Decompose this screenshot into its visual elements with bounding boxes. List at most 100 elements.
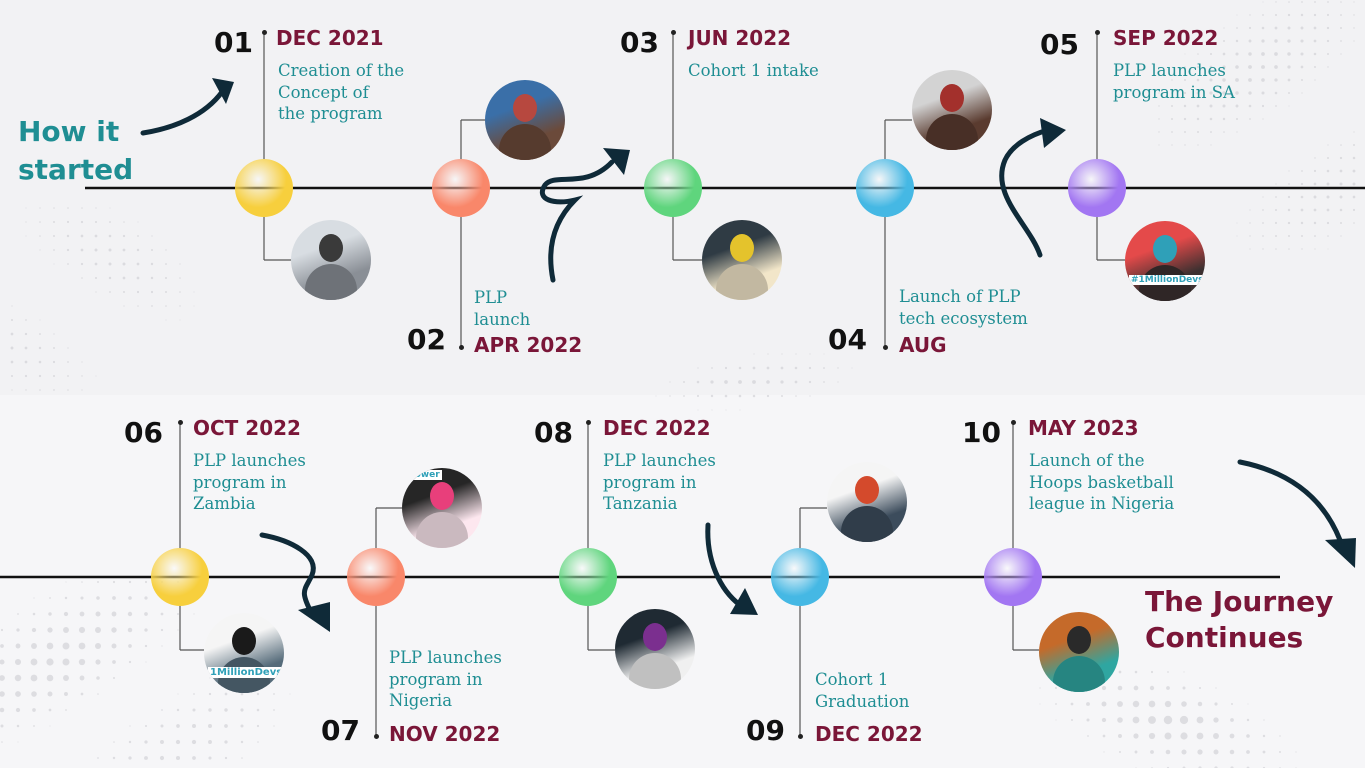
- person-head-shape: [643, 623, 667, 651]
- description-line: Graduation: [815, 691, 910, 711]
- photo-banner-text: Power: [406, 470, 442, 480]
- milestone-date: SEP 2022: [1113, 26, 1219, 50]
- milestone-number: 10: [962, 416, 1001, 449]
- marker-dot: [585, 420, 591, 425]
- person-head-shape: [730, 234, 754, 262]
- marker-dot: [177, 420, 183, 425]
- milestone-number: 07: [321, 714, 360, 747]
- milestone-description: Creation of the Concept of the program: [278, 60, 404, 125]
- milestone-description: Cohort 1 intake: [688, 60, 819, 82]
- intro-title-line1: How it: [18, 115, 120, 148]
- milestone-date: DEC 2022: [815, 722, 923, 746]
- milestone-description: PLP launches program in Nigeria: [389, 647, 502, 712]
- swoosh-arrow-icon: [999, 118, 1066, 258]
- marker-dot: [261, 30, 267, 35]
- speaker-photo: Power: [402, 468, 482, 548]
- milestone-node: [856, 159, 914, 217]
- description-line: Cohort 1: [815, 670, 889, 689]
- milestone-number: 01: [214, 26, 253, 59]
- milestone-node: [151, 548, 209, 606]
- milestone-date: OCT 2022: [193, 416, 301, 440]
- person-head-shape: [1067, 626, 1091, 654]
- milestone-node: [644, 159, 702, 217]
- milestone-number: 09: [746, 714, 785, 747]
- person-head-shape: [513, 94, 537, 122]
- milestone-date: AUG: [899, 333, 947, 357]
- milestone-description: Launch of the Hoops basketball league in N…: [1029, 450, 1174, 515]
- milestone-date: MAY 2023: [1028, 416, 1139, 440]
- person-body-shape: [305, 264, 357, 300]
- marker-dot: [1010, 420, 1016, 425]
- description-line: program in: [193, 472, 287, 492]
- person-head-shape: [430, 482, 454, 510]
- couple-photo: [912, 70, 992, 150]
- description-line: Hoops basketball: [1029, 472, 1174, 492]
- description-line: the program: [278, 104, 383, 123]
- description-line: tech ecosystem: [899, 308, 1028, 328]
- description-line: launch: [474, 309, 531, 329]
- person-body-shape: [926, 114, 978, 150]
- description-line: Launch of PLP: [899, 287, 1021, 306]
- woman-mic-photo: [615, 609, 695, 689]
- milestone-date: JUN 2022: [688, 26, 792, 50]
- woman-sign-photo: #1MillionDevs4Af: [1125, 221, 1205, 301]
- milestone-description: PLP launches program in SA: [1113, 60, 1235, 103]
- milestone-date: DEC 2022: [603, 416, 711, 440]
- description-line: league in Nigeria: [1029, 494, 1175, 513]
- person-body-shape: [499, 124, 551, 160]
- person-body-shape: [1053, 656, 1105, 692]
- description-line: PLP launches: [1113, 61, 1226, 80]
- description-line: PLP launches: [389, 648, 502, 667]
- description-line: program in SA: [1113, 82, 1235, 102]
- loop-arrow-icon: [259, 532, 330, 632]
- milestone-number: 08: [534, 416, 573, 449]
- marker-dot: [882, 345, 888, 350]
- milestone-description: PLP launches program in Zambia: [193, 450, 306, 515]
- milestone-description: PLP launches program in Tanzania: [603, 450, 716, 515]
- milestone-date: NOV 2022: [389, 722, 501, 746]
- outro-title: The Journey Continues: [1145, 584, 1333, 656]
- curved-arrow-icon: [140, 78, 234, 136]
- person-body-shape: [629, 653, 681, 689]
- milestone-number: 02: [407, 323, 446, 356]
- description-line: program in: [603, 472, 697, 492]
- description-line: Cohort 1 intake: [688, 61, 819, 80]
- person-head-shape: [940, 84, 964, 112]
- milestone-node: [984, 548, 1042, 606]
- description-line: Launch of the: [1029, 451, 1145, 470]
- outro-title-line1: The Journey: [1145, 585, 1334, 618]
- photo-banner-text: #1MillionDevs4Af: [1129, 275, 1205, 285]
- milestone-number: 03: [620, 26, 659, 59]
- students-photo: [702, 220, 782, 300]
- milestone-date: APR 2022: [474, 333, 583, 357]
- description-line: program in: [389, 669, 483, 689]
- description-line: Creation of the: [278, 61, 405, 80]
- milestone-node: [1068, 159, 1126, 217]
- description-line: PLP launches: [193, 451, 306, 470]
- person-head-shape: [232, 627, 256, 655]
- milestone-number: 06: [124, 416, 163, 449]
- person-writing-photo: [291, 220, 371, 300]
- curved-arrow-icon: [705, 522, 758, 615]
- person-body-shape: [716, 264, 768, 300]
- marker-dot: [1094, 30, 1100, 35]
- person-body-shape: [416, 512, 468, 548]
- person-head-shape: [319, 234, 343, 262]
- intro-title: How it started: [18, 113, 133, 189]
- description-line: Concept of: [278, 82, 369, 102]
- marker-dot: [797, 734, 803, 739]
- graduate-photo: [827, 462, 907, 542]
- group-photo: [485, 80, 565, 160]
- marker-dot: [458, 345, 464, 350]
- milestone-node: [559, 548, 617, 606]
- man-sign-photo: 1MillionDevs4Af: [204, 613, 284, 693]
- marker-dot: [373, 734, 379, 739]
- milestone-date: DEC 2021: [276, 26, 384, 50]
- milestone-node: [432, 159, 490, 217]
- intro-title-line2: started: [18, 153, 134, 186]
- milestone-number: 04: [828, 323, 867, 356]
- description-line: Tanzania: [603, 494, 678, 513]
- milestone-description: Cohort 1 Graduation: [815, 669, 909, 712]
